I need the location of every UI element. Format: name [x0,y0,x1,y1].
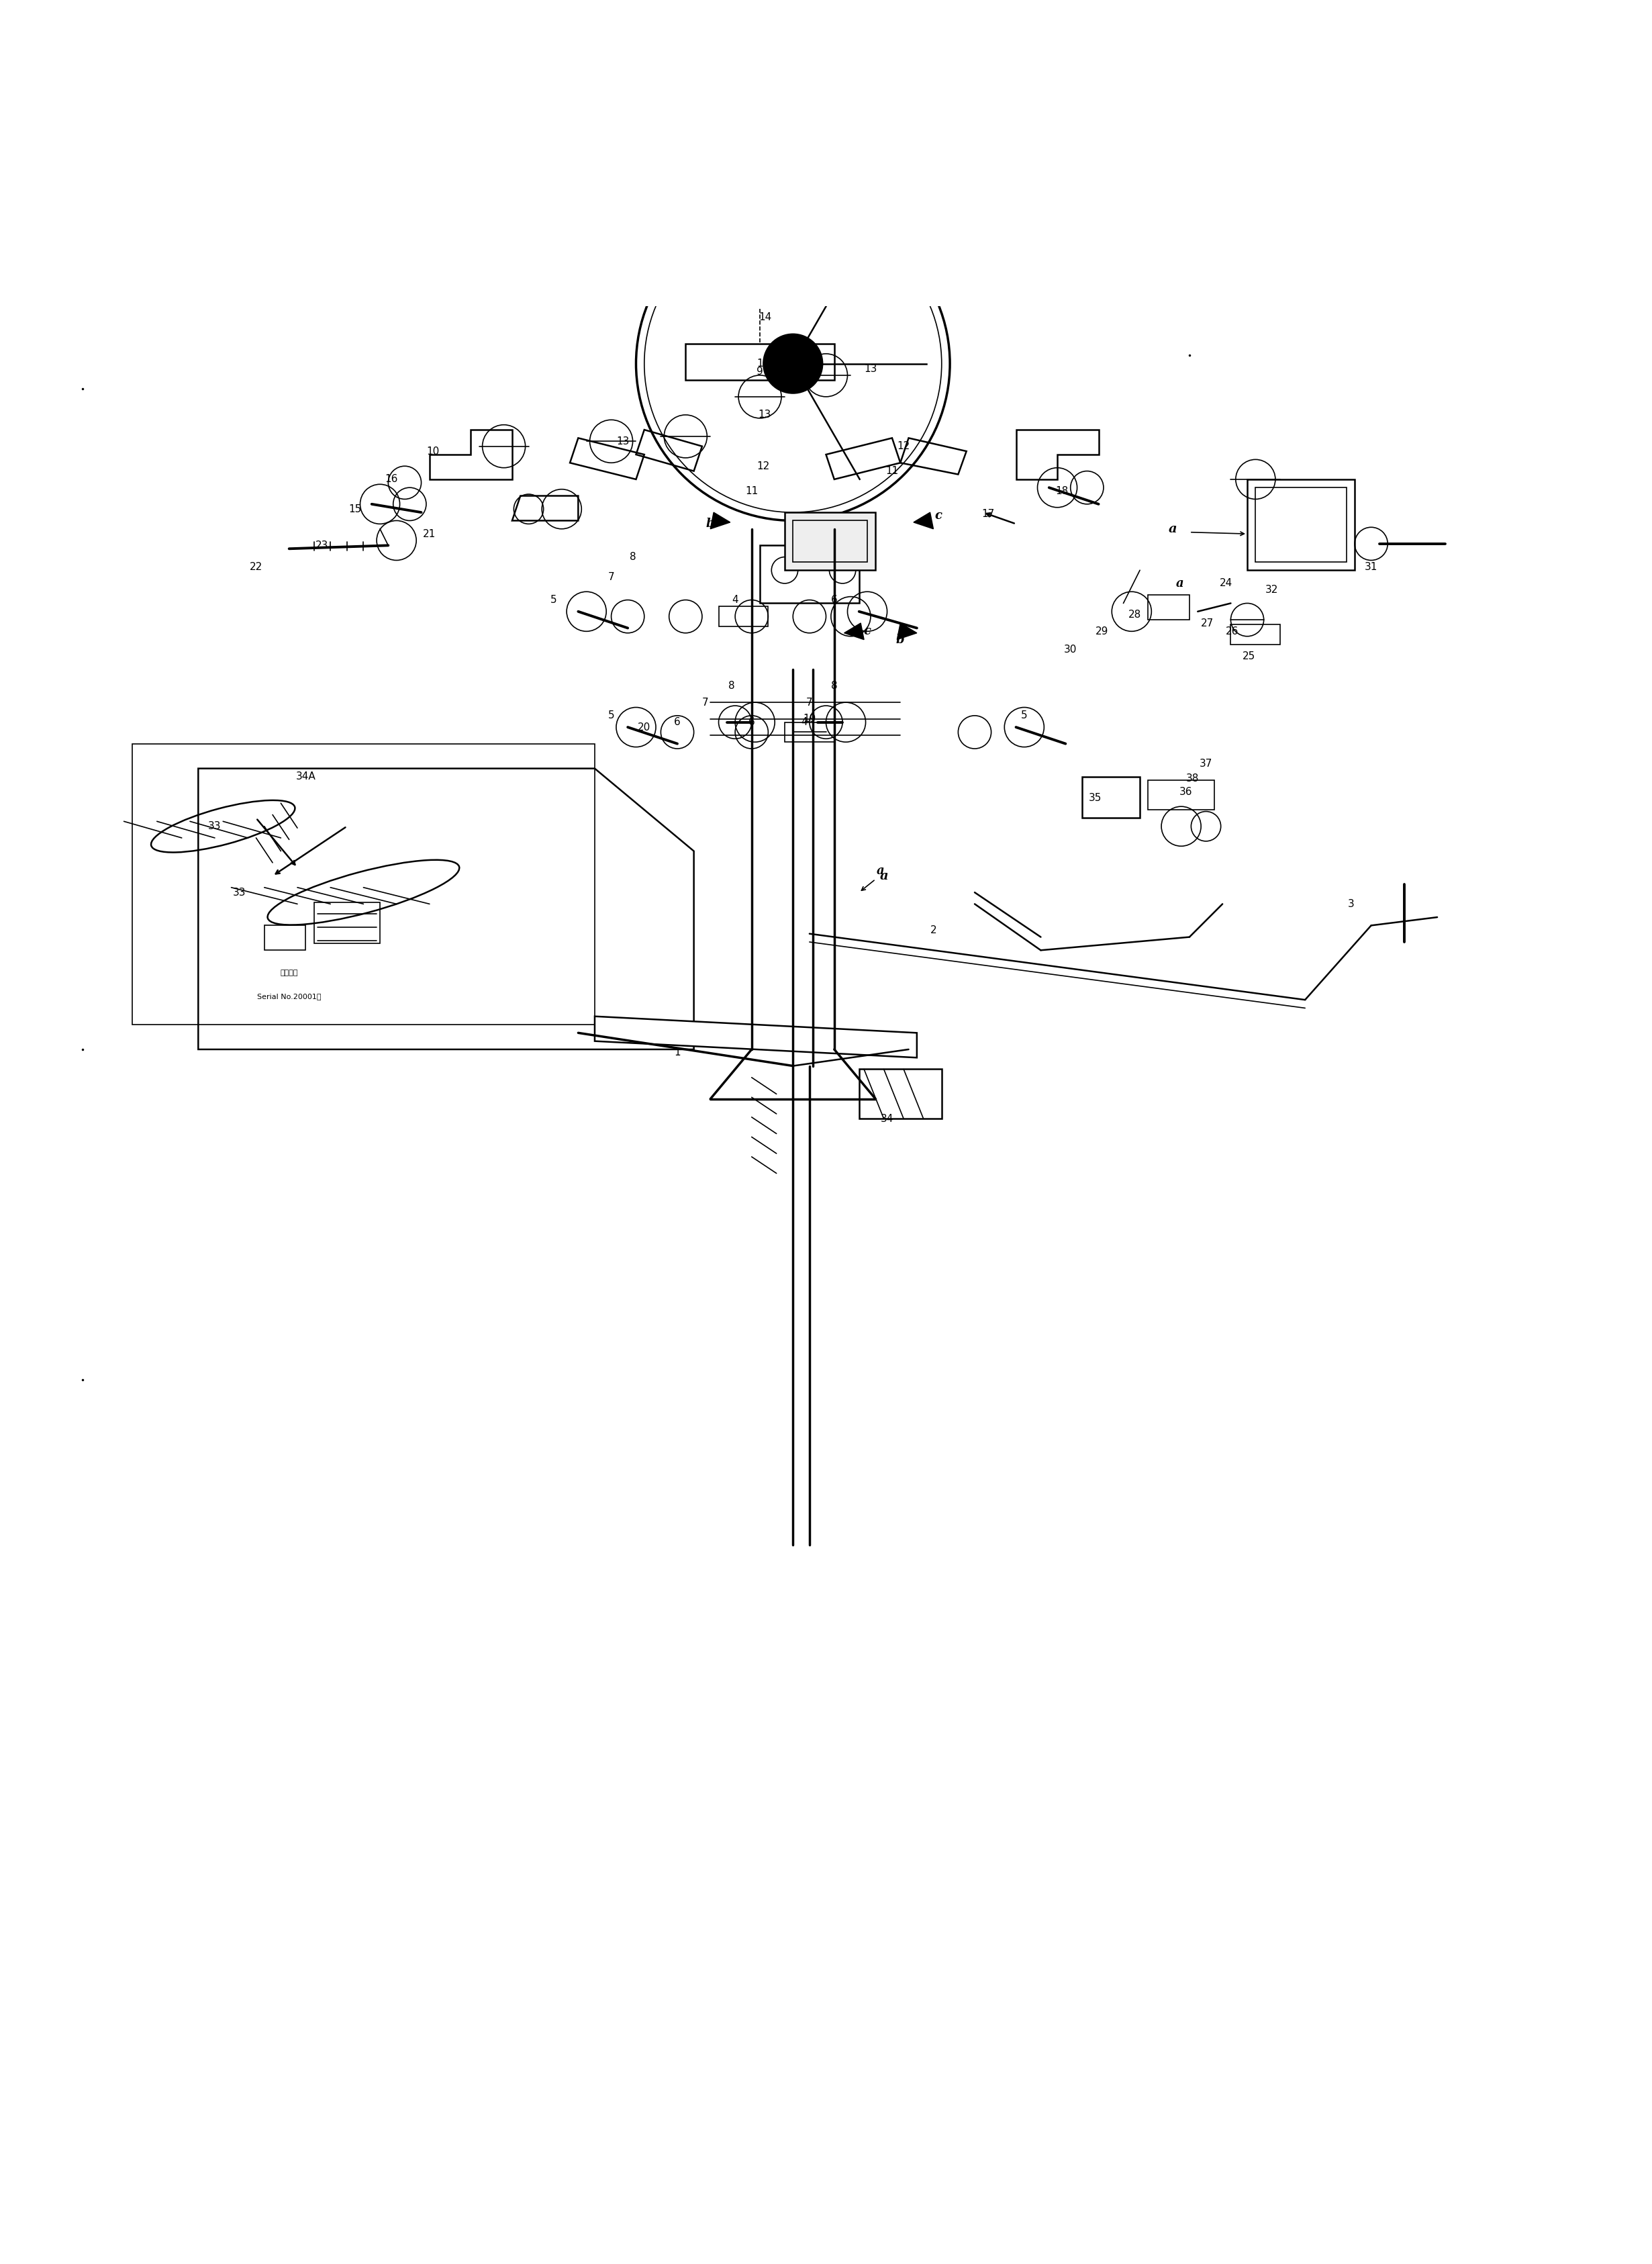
Text: 35: 35 [1089,792,1102,804]
Text: 29: 29 [1095,627,1108,636]
Text: 22: 22 [249,561,263,573]
Bar [314,903,380,944]
Text: 3: 3 [1348,899,1355,910]
Text: 13: 13 [757,358,770,369]
Text: 12: 12 [757,462,770,471]
Text: 13: 13 [864,365,877,374]
Bar [1148,595,1189,620]
Text: Serial No.20001～: Serial No.20001～ [258,994,320,998]
Text: 36: 36 [1180,786,1193,797]
Text: 19: 19 [803,713,816,724]
Bar [1148,781,1214,811]
Text: a: a [1176,577,1183,589]
Text: a: a [877,865,884,876]
Text: 28: 28 [1128,609,1142,620]
Text: 12: 12 [897,441,910,451]
Text: c: c [935,509,942,521]
Text: 9: 9 [757,367,763,378]
Bar [785,722,834,743]
Text: 34: 34 [881,1114,894,1123]
Text: a: a [879,869,889,883]
Text: 17: 17 [981,509,995,518]
Text: 7: 7 [806,697,813,706]
Text: 7: 7 [702,697,709,706]
Text: 18: 18 [1056,487,1069,496]
Text: 13: 13 [616,437,629,446]
Text: 33: 33 [233,887,246,897]
Text: 14: 14 [758,312,771,321]
Text: 2: 2 [930,926,937,935]
Text: c: c [864,625,871,638]
Bar [1247,480,1355,571]
Text: 21: 21 [423,530,436,539]
Text: 31: 31 [1365,561,1378,573]
Text: 8: 8 [629,552,636,561]
Text: 11: 11 [745,487,758,496]
Polygon shape [897,623,917,641]
Text: 8: 8 [831,681,838,691]
Text: 15: 15 [349,505,362,514]
Text: 10: 10 [426,446,439,457]
Text: a: a [1168,523,1178,534]
Text: 13: 13 [758,410,771,419]
Text: 4: 4 [801,718,808,727]
Bar [1082,777,1140,817]
Text: 27: 27 [1201,618,1214,627]
Bar [686,344,834,380]
Text: 30: 30 [1064,645,1077,654]
Circle shape [763,333,823,394]
Polygon shape [595,1017,917,1057]
Text: 37: 37 [1199,758,1213,767]
Bar [1256,487,1346,561]
Text: 25: 25 [1242,652,1256,661]
Text: 1: 1 [674,1048,681,1057]
Text: 6: 6 [831,595,838,604]
Text: b: b [895,634,905,645]
Text: 适用号拨: 适用号拨 [281,969,297,976]
Text: 26: 26 [1226,627,1239,636]
Polygon shape [844,623,864,641]
Text: 16: 16 [385,473,398,484]
Bar [793,521,867,561]
Bar [785,512,876,571]
Text: 24: 24 [1219,577,1232,589]
Bar [132,743,595,1026]
Text: 34A: 34A [296,772,316,781]
Text: b: b [705,518,715,530]
Bar [1231,625,1280,645]
Text: 4: 4 [732,595,738,604]
Polygon shape [710,512,730,530]
Text: 8: 8 [729,681,735,691]
Text: 5: 5 [1021,711,1028,720]
Text: 11: 11 [885,466,899,475]
Text: 7: 7 [608,573,615,582]
Text: 33: 33 [208,822,221,831]
Text: 6: 6 [674,718,681,727]
Text: 6: 6 [748,718,755,727]
Text: 32: 32 [1265,584,1279,595]
Text: 38: 38 [1186,774,1199,783]
Text: 5: 5 [550,595,557,604]
Polygon shape [914,512,933,530]
Bar [859,1069,942,1118]
Text: 20: 20 [638,722,651,731]
Bar [719,607,768,627]
Text: 23: 23 [316,541,329,550]
Text: 5: 5 [608,711,615,720]
